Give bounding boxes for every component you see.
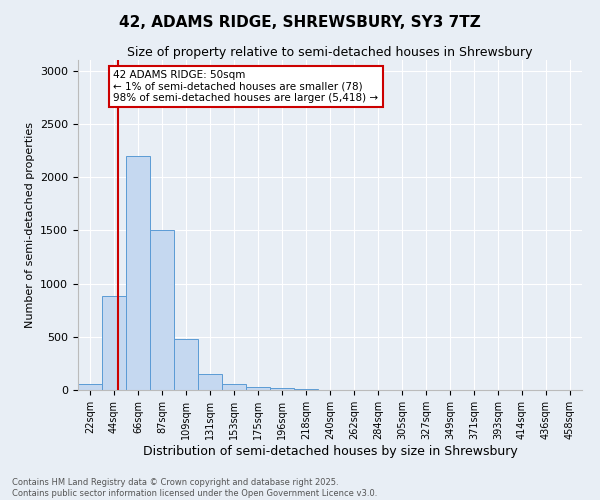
Bar [126,156,150,390]
X-axis label: Distribution of semi-detached houses by size in Shrewsbury: Distribution of semi-detached houses by … [143,444,517,458]
Bar [246,387,270,390]
Text: 42, ADAMS RIDGE, SHREWSBURY, SY3 7TZ: 42, ADAMS RIDGE, SHREWSBURY, SY3 7TZ [119,15,481,30]
Bar [198,374,222,390]
Bar [150,230,174,390]
Y-axis label: Number of semi-detached properties: Number of semi-detached properties [25,122,35,328]
Bar [102,296,126,390]
Bar [270,388,294,390]
Title: Size of property relative to semi-detached houses in Shrewsbury: Size of property relative to semi-detach… [127,46,533,59]
Bar [222,384,246,390]
Text: Contains HM Land Registry data © Crown copyright and database right 2025.
Contai: Contains HM Land Registry data © Crown c… [12,478,377,498]
Bar [78,384,102,390]
Bar [174,339,198,390]
Text: 42 ADAMS RIDGE: 50sqm
← 1% of semi-detached houses are smaller (78)
98% of semi-: 42 ADAMS RIDGE: 50sqm ← 1% of semi-detac… [113,70,379,103]
